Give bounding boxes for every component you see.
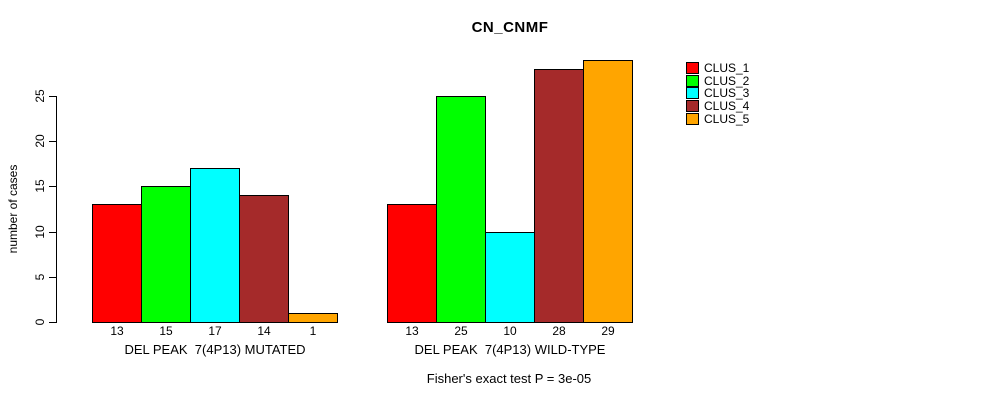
group-label: DEL PEAK 7(4P13) WILD-TYPE [414, 342, 606, 357]
y-axis-tick [49, 276, 56, 278]
bar-value-label: 25 [454, 324, 468, 338]
bar-value-label: 1 [309, 324, 317, 338]
bar-clus_2-group1 [141, 186, 191, 323]
legend-item-clus_2: CLUS_2 [686, 73, 750, 88]
legend: CLUS_1 CLUS_2 CLUS_3 CLUS_4 CLUS_5 [686, 62, 749, 125]
bar-value-label: 28 [552, 324, 566, 338]
bar-clus_4-group1 [239, 195, 289, 323]
legend-swatch [686, 62, 699, 75]
legend-item-clus_1: CLUS_1 [686, 62, 749, 75]
y-axis-tick [49, 141, 56, 143]
bar-clus_2-group2 [436, 96, 486, 323]
legend-label: CLUS_2 [704, 73, 750, 88]
legend-label: CLUS_4 [704, 99, 750, 114]
fisher-test-subtitle: Fisher's exact test P = 3e-05 [426, 371, 592, 386]
bar-value-label: 17 [208, 324, 222, 338]
legend-swatch [686, 100, 699, 113]
y-axis-tick-label: 5 [33, 273, 47, 281]
legend-label: CLUS_5 [704, 111, 750, 126]
bar-value-label: 14 [257, 324, 271, 338]
group-label: DEL PEAK 7(4P13) MUTATED [124, 342, 306, 357]
y-axis-label: number of cases [6, 164, 20, 254]
y-axis-tick-label: 15 [33, 179, 47, 194]
legend-label: CLUS_1 [704, 61, 750, 76]
y-axis-tick [49, 322, 56, 323]
legend-item-clus_3: CLUS_3 [686, 87, 749, 100]
bar-value-label: 10 [503, 324, 517, 338]
legend-swatch [686, 87, 699, 100]
y-axis-tick-label: 25 [33, 89, 47, 103]
y-axis-line [56, 96, 57, 323]
bar-value-label: 13 [405, 324, 419, 338]
bar-value-label: 15 [159, 324, 173, 338]
bar-clus_5-group1 [288, 312, 338, 323]
legend-item-clus_4: CLUS_4 [686, 100, 749, 113]
legend-swatch [686, 74, 699, 87]
bar-clus_3-group1 [190, 168, 240, 323]
bar-clus_5-group2 [583, 59, 633, 323]
y-axis-tick [49, 96, 56, 97]
legend-item-clus_5: CLUS_5 [686, 112, 749, 125]
y-axis-tick-label: 10 [33, 224, 47, 239]
legend-label: CLUS_3 [704, 86, 750, 101]
bar-clus_3-group2 [485, 231, 535, 323]
y-axis-tick [49, 186, 56, 188]
legend-swatch [686, 112, 699, 125]
bar-value-label: 29 [601, 324, 615, 338]
bar-value-label: 13 [110, 324, 124, 338]
bar-clus_1-group1 [92, 204, 142, 323]
bar-clus_1-group2 [387, 204, 437, 323]
chart-title: CN_CNMF [471, 19, 549, 36]
bar-clus_4-group2 [534, 68, 584, 323]
y-axis-tick-label: 0 [33, 318, 47, 326]
y-axis-tick [49, 231, 56, 233]
y-axis-tick-label: 20 [33, 134, 47, 148]
